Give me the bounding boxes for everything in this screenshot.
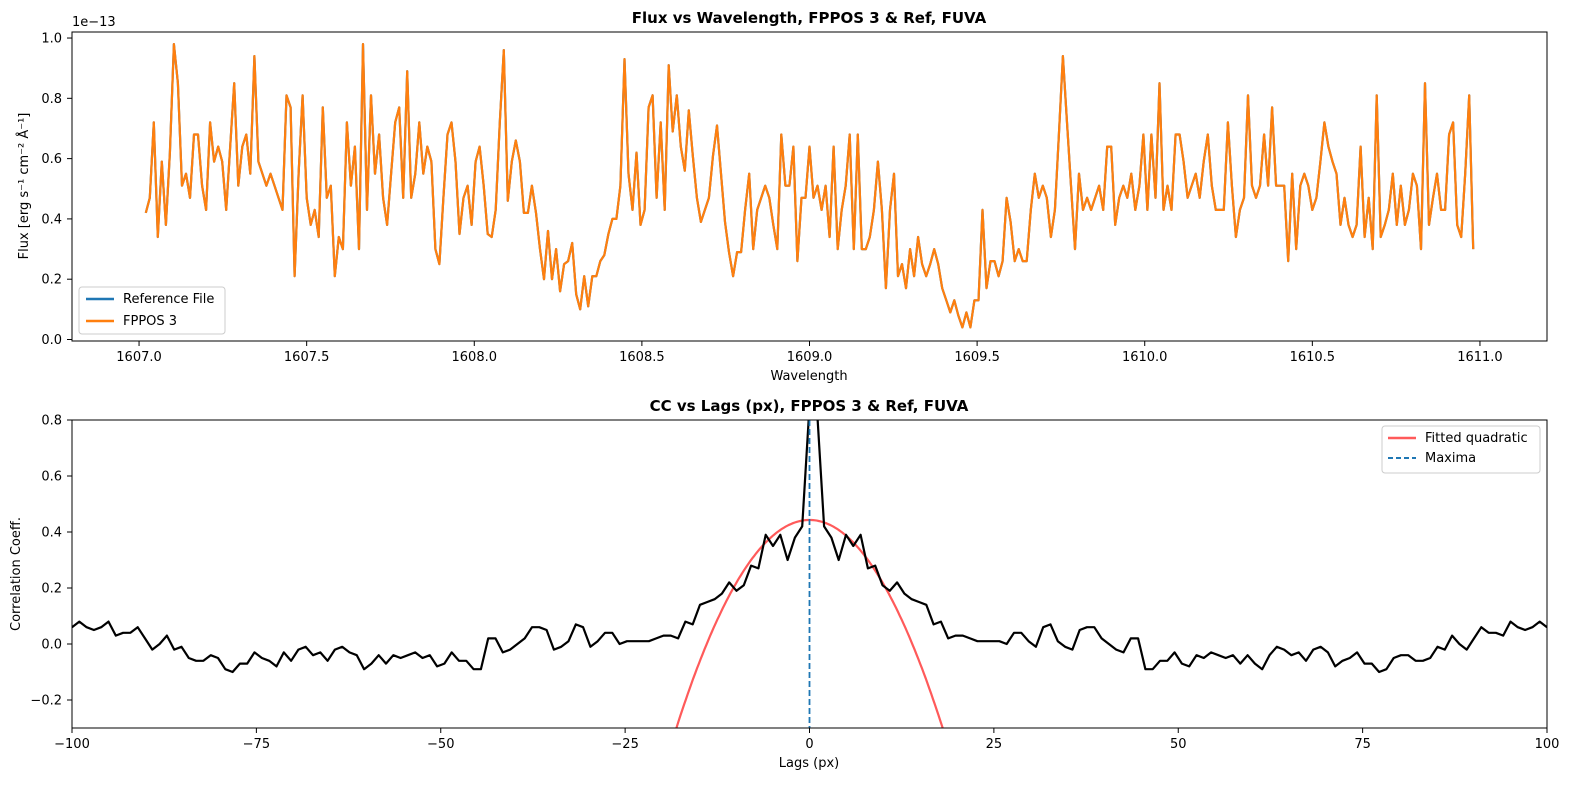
- flux-x-tick-label: 1610.0: [1122, 350, 1168, 365]
- flux-y-tick-label: 0.4: [41, 212, 62, 227]
- flux-y-tick-label: 1.0: [41, 32, 62, 47]
- legend-label-fitted-quadratic: Fitted quadratic: [1425, 431, 1528, 446]
- cc-legend-box: [1381, 425, 1541, 474]
- flux-x-axis-label: Wavelength: [770, 369, 847, 384]
- cc-x-tick-label: 100: [1535, 737, 1560, 752]
- flux-x-tick-label: 1607.5: [284, 350, 330, 365]
- flux-y-axis-label: Flux [erg s⁻¹ cm⁻² Å⁻¹]: [16, 113, 32, 260]
- legend-label-fppos3: FPPOS 3: [123, 314, 177, 329]
- cc-plot-frame: [71, 419, 1548, 729]
- cc-y-tick-label: 0.8: [41, 414, 62, 429]
- cc-y-tick-label: 0.6: [41, 470, 62, 485]
- cc-chart-title: CC vs Lags (px), FPPOS 3 & Ref, FUVA: [650, 397, 969, 415]
- fppos3-line: [144, 42, 1475, 329]
- cc-chart: CC vs Lags (px), FPPOS 3 & Ref, FUVA −10…: [9, 397, 1559, 771]
- flux-x-tick-label: 1608.5: [619, 350, 665, 365]
- cc-x-tick-label: −100: [54, 737, 90, 752]
- flux-series: [144, 42, 1475, 329]
- cc-y-ticks: −0.2 0.0 0.2 0.4 0.6 0.8: [30, 414, 72, 709]
- flux-x-tick-label: 1611.0: [1457, 350, 1503, 365]
- cc-x-tick-label: 50: [1170, 737, 1187, 752]
- cc-y-tick-label: −0.2: [30, 694, 62, 709]
- flux-x-tick-label: 1610.5: [1290, 350, 1336, 365]
- flux-x-tick-label: 1609.0: [787, 350, 833, 365]
- flux-y-offset-label: 1e−13: [72, 15, 116, 30]
- cc-legend: Fitted quadratic Maxima: [1381, 425, 1541, 474]
- flux-x-tick-label: 1609.5: [954, 350, 1000, 365]
- cc-x-tick-label: −25: [611, 737, 638, 752]
- cc-x-tick-label: −75: [243, 737, 270, 752]
- cc-y-tick-label: 0.0: [41, 638, 62, 653]
- flux-y-tick-label: 0.2: [41, 273, 62, 288]
- legend-label-maxima: Maxima: [1425, 451, 1476, 466]
- cc-x-tick-label: 75: [1354, 737, 1371, 752]
- cc-y-tick-label: 0.4: [41, 526, 62, 541]
- flux-legend: Reference File FPPOS 3: [78, 286, 226, 335]
- cc-y-axis-label: Correlation Coeff.: [9, 517, 24, 631]
- cc-x-tick-label: −50: [427, 737, 454, 752]
- cross-correlation-line: [72, 420, 1547, 674]
- flux-legend-box: [78, 286, 226, 335]
- cc-x-tick-label: 0: [805, 737, 813, 752]
- flux-chart: Flux vs Wavelength, FPPOS 3 & Ref, FUVA …: [16, 9, 1548, 384]
- legend-label-reference: Reference File: [123, 292, 214, 307]
- flux-x-tick-label: 1608.0: [452, 350, 498, 365]
- cc-y-tick-label: 0.2: [41, 582, 62, 597]
- flux-plot-frame: [71, 31, 1548, 342]
- flux-x-tick-label: 1607.0: [116, 350, 162, 365]
- flux-chart-title: Flux vs Wavelength, FPPOS 3 & Ref, FUVA: [632, 9, 987, 27]
- cc-series: [72, 420, 1547, 728]
- flux-y-ticks: 0.0 0.2 0.4 0.6 0.8 1.0: [41, 32, 72, 348]
- cc-x-axis-label: Lags (px): [779, 756, 839, 771]
- flux-y-tick-label: 0.0: [41, 333, 62, 348]
- cc-x-tick-label: 25: [986, 737, 1003, 752]
- flux-x-ticks: 1607.0 1607.5 1608.0 1608.5 1609.0 1609.5 1610…: [116, 341, 1503, 365]
- cc-x-ticks: −100 −75 −50 −25 0 25 50 75 100: [54, 728, 1559, 752]
- flux-y-tick-label: 0.8: [41, 92, 62, 107]
- flux-y-tick-label: 0.6: [41, 152, 62, 167]
